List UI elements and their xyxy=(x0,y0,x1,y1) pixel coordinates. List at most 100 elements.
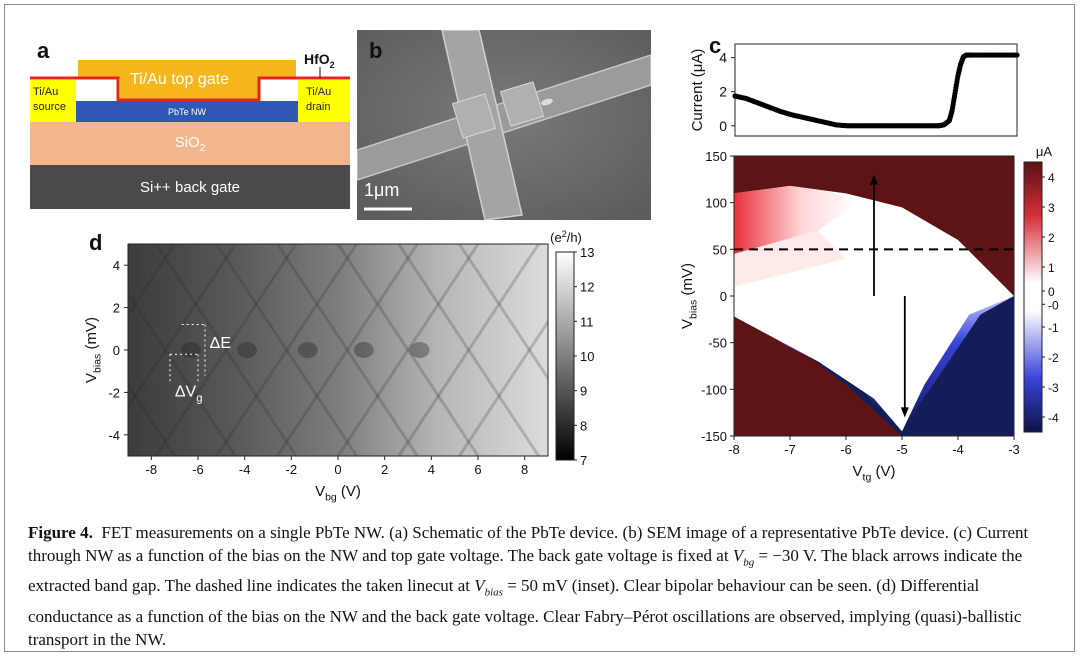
c-arrow-up-head xyxy=(870,174,878,185)
caption-text-3: = 50 mV (inset). Clear bipolar behaviour… xyxy=(28,576,1022,649)
c-xtick-label: -7 xyxy=(784,442,796,457)
d-dark-spot xyxy=(297,342,318,358)
panel-c-letter: c xyxy=(709,33,722,58)
d-cbar-tick-label: 13 xyxy=(580,245,594,260)
c-xtick-label: -4 xyxy=(952,442,964,457)
d-cbar-tick-label: 8 xyxy=(580,418,587,433)
figure-frame xyxy=(4,4,1075,652)
sem-wire-tip xyxy=(541,98,553,106)
d-ytick-label: 0 xyxy=(113,343,120,358)
c-ytick-label: 0 xyxy=(720,289,727,304)
c-xtick-label: -8 xyxy=(728,442,740,457)
c-ytick-label: 150 xyxy=(705,149,727,164)
d-delta-v-label: ΔVg xyxy=(175,384,203,405)
d-xtick-label: 2 xyxy=(381,462,388,477)
d-diamond-line xyxy=(336,244,480,456)
d-dark-spot xyxy=(409,342,430,358)
d-cbar-tick-label: 9 xyxy=(580,384,587,399)
d-dark-spot xyxy=(237,342,257,358)
d-ytick-label: 2 xyxy=(113,301,120,316)
c-ytick-label: 50 xyxy=(713,242,727,257)
c-cbar-tick-label: -3 xyxy=(1048,381,1059,395)
sem-svg xyxy=(357,30,651,220)
c-cbar-tick-label: 4 xyxy=(1048,171,1055,185)
d-heatmap-bg xyxy=(128,244,548,456)
d-diamond-line xyxy=(215,244,358,456)
nanowire-label: PbTe NW xyxy=(167,106,206,117)
caption-text-2: = −30 V. The black arrows indicate the e… xyxy=(28,546,1023,596)
d-diamond-line xyxy=(397,244,540,456)
d-colorbar xyxy=(555,251,575,461)
drain-label-2: drain xyxy=(306,101,331,113)
c-xtick-label: -6 xyxy=(840,442,852,457)
panel-c-main-chart: -8 -7 -6 -5 -4 -3 -150 -100 -50 0 50 100 150 Vtg (V) V… xyxy=(679,144,1059,484)
d-ytick-label: -2 xyxy=(108,385,120,400)
d-xtick-label: 6 xyxy=(474,462,481,477)
c-ytick-label: 100 xyxy=(705,196,727,211)
source-label-2: source xyxy=(33,101,67,113)
c-positive-fade xyxy=(734,230,846,287)
c-xlabel: Vtg (V) xyxy=(853,463,896,484)
c-ylabel: Vbias (mV) xyxy=(679,263,700,329)
d-xtick-label: 8 xyxy=(521,462,528,477)
inset-ytick-label: 4 xyxy=(719,50,727,66)
d-ylabel: Vbias (mV) xyxy=(83,317,104,383)
sem-nanowire xyxy=(357,54,651,181)
d-xtick-label: 0 xyxy=(334,462,341,477)
panel-d-chart: ΔE ΔVg -8 -6 -4 -2 0 2 4 6 8 -4 -2 0 2 4 Vbg (V) Vbias (m… xyxy=(83,229,594,504)
c-colorbar xyxy=(1023,161,1043,433)
d-xtick-label: -6 xyxy=(192,462,204,477)
drain-label-1: Ti/Au xyxy=(306,86,332,98)
d-diamond-line xyxy=(128,244,176,318)
c-arrow-down-head xyxy=(900,407,909,418)
d-diamond-line xyxy=(276,244,419,456)
inset-ytick-label: 0 xyxy=(719,118,727,134)
figure-caption: Figure 4. FET measurements on a single P… xyxy=(28,521,1058,651)
c-cbar-tick-label: -2 xyxy=(1048,351,1059,365)
d-diamond-line xyxy=(215,244,358,456)
d-cbar-tick-label: 11 xyxy=(580,314,594,329)
panel-a-letter: a xyxy=(37,38,50,63)
sem-contact-right xyxy=(499,81,545,127)
d-diamond-line xyxy=(336,244,480,456)
c-cbar-tick-label: 1 xyxy=(1048,261,1055,275)
d-diamond-line xyxy=(276,244,419,456)
d-delta-e-label: ΔE xyxy=(210,335,231,352)
panel-b-letter: b xyxy=(369,38,383,63)
d-diamond-line xyxy=(128,244,237,410)
c-cbar-tick-label: 0 xyxy=(1048,285,1055,299)
drain-contact: Ti/Au drain xyxy=(298,80,350,122)
hfo2-label: HfO2 xyxy=(304,51,335,70)
caption-vbg: Vbg xyxy=(732,546,755,569)
d-diamond-line xyxy=(458,244,548,381)
d-diamonds xyxy=(128,244,548,456)
c-cbar-tick-label: 2 xyxy=(1048,231,1055,245)
sem-scale-label: 1μm xyxy=(364,180,400,200)
d-ytick-label: -4 xyxy=(108,428,120,443)
caption-text-1: FET measurements on a single PbTe NW. (a… xyxy=(28,523,1029,565)
sem-image: b 1μm xyxy=(357,30,651,220)
top-gate-svg xyxy=(30,60,350,102)
d-xtick-label: -2 xyxy=(286,462,298,477)
c-cbar-unit: μA xyxy=(1036,144,1052,159)
inset-ytick-label: 2 xyxy=(719,84,727,100)
c-cbar-tick-label: -1 xyxy=(1048,321,1059,335)
back-gate-label: Si++ back gate xyxy=(139,178,241,196)
d-diamond-line xyxy=(154,244,298,456)
d-xtick-label: 4 xyxy=(428,462,435,477)
panel-d-letter: d xyxy=(89,230,103,255)
sem-contact-left xyxy=(451,93,497,139)
d-diamond-line xyxy=(458,319,548,456)
panel-c-inset-chart: 0 2 4 Current (μA) xyxy=(689,43,1020,137)
hfo2-line xyxy=(30,76,350,102)
d-xtick-label: -8 xyxy=(146,462,158,477)
d-cbar-tick-label: 12 xyxy=(580,280,594,295)
top-gate-shape xyxy=(78,60,296,101)
c-cbar-tick-label: -0 xyxy=(1048,298,1059,312)
d-xlabel: Vbg (V) xyxy=(315,483,361,504)
c-cbar-tick-label: 3 xyxy=(1048,201,1055,215)
d-diamond-line xyxy=(128,382,176,456)
source-label-1: Ti/Au xyxy=(33,86,59,98)
source-contact: Ti/Au source xyxy=(30,80,76,122)
oxide-layer: SiO2 xyxy=(30,122,350,165)
